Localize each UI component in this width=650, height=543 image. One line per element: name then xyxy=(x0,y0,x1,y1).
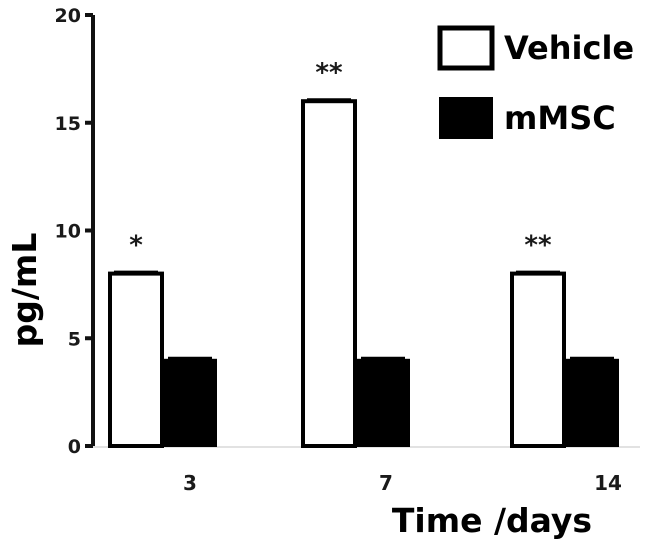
bars xyxy=(108,98,619,448)
significance-marker: ** xyxy=(315,58,343,88)
bar-mmsc-3 xyxy=(163,358,217,447)
bar-mmsc-7 xyxy=(356,358,410,447)
bar-mmsc-14 xyxy=(565,358,619,447)
bar-vehicle-3 xyxy=(108,271,164,448)
legend-label-mmsc: mMSC xyxy=(504,99,616,137)
y-tick-label: 5 xyxy=(68,328,81,350)
legend-label-vehicle: Vehicle xyxy=(504,29,634,67)
significance-marker: ** xyxy=(524,231,552,261)
y-tick-label: 10 xyxy=(55,221,81,243)
significance-marker: * xyxy=(129,231,143,261)
legend-swatch-vehicle xyxy=(437,25,495,71)
bar-vehicle-14 xyxy=(510,271,566,448)
bar-vehicle-7 xyxy=(301,99,357,448)
x-axis-title: Time /days xyxy=(392,501,592,540)
legend-swatch-mmsc xyxy=(439,97,493,139)
y-tick-label: 20 xyxy=(55,5,81,27)
axes: 0 5 10 15 20 xyxy=(55,5,640,458)
x-tick-label: 14 xyxy=(594,471,622,495)
y-axis-title: pg/mL xyxy=(5,233,44,348)
y-tick-label: 0 xyxy=(68,436,81,458)
x-tick-label: 7 xyxy=(379,471,393,495)
legend: Vehicle mMSC xyxy=(437,25,634,139)
y-tick-label: 15 xyxy=(55,113,81,135)
x-tick-label: 3 xyxy=(183,471,197,495)
